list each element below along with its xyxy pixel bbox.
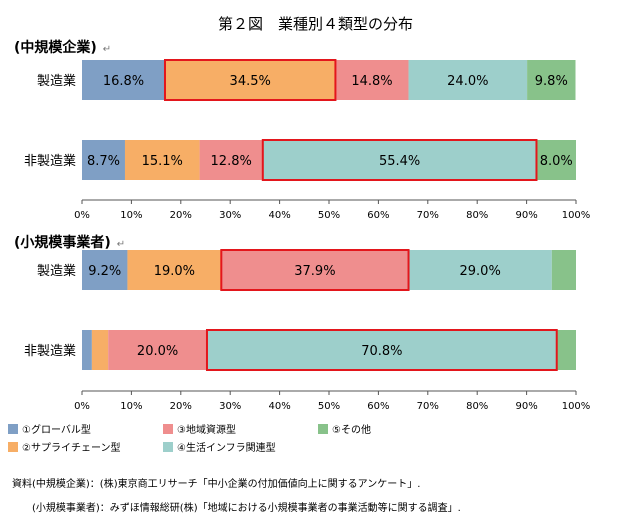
bar-segment xyxy=(527,60,576,100)
data-label: 19.0% xyxy=(154,264,195,279)
legend-swatch xyxy=(8,441,18,452)
legend-label: ④生活インフラ関連型 xyxy=(177,443,276,454)
legend-item-global: ①グローバル型 xyxy=(8,421,91,436)
legend-label: ②サプライチェーン型 xyxy=(22,443,121,454)
data-label: 14.8% xyxy=(351,74,392,89)
bar-segment xyxy=(408,60,528,100)
bar-segment xyxy=(108,330,207,370)
x-tick-label: 80% xyxy=(466,210,488,221)
x-tick-label: 20% xyxy=(170,210,192,221)
highlight-box xyxy=(163,59,337,101)
data-label: 8.7% xyxy=(87,154,120,169)
data-label: 55.4% xyxy=(379,154,420,169)
section-label-small: (小規模事業者) ↵ xyxy=(14,232,125,252)
data-label: 24.0% xyxy=(447,74,488,89)
bar-segment xyxy=(124,140,200,180)
legend-label: ③地域資源型 xyxy=(177,425,236,436)
source-note-small: (小規模事業者)：みずほ情報総研(株)「地域における小規模事業者の事業活動等に関… xyxy=(32,503,461,514)
legend-item-supply-chain: ②サプライチェーン型 xyxy=(8,439,120,454)
x-tick-label: 90% xyxy=(515,210,537,221)
bar-segment xyxy=(127,250,222,290)
x-tick-label: 0% xyxy=(74,401,90,412)
bar-segment xyxy=(91,330,109,370)
data-label: 8.0% xyxy=(540,154,573,169)
data-label: 29.0% xyxy=(460,264,501,279)
x-tick-label: 70% xyxy=(417,210,439,221)
data-label: 12.8% xyxy=(211,154,252,169)
data-label: 15.1% xyxy=(142,154,183,169)
x-tick-label: 50% xyxy=(318,210,340,221)
chart-title: 第２図 業種別４類型の分布 xyxy=(217,15,413,33)
bar-segment xyxy=(82,140,125,180)
bar-segment xyxy=(551,250,576,290)
section-label-medium: (中規模企業) ↵ xyxy=(14,37,111,57)
data-label: 9.8% xyxy=(535,74,568,89)
category-label: 非製造業 xyxy=(24,343,76,359)
data-label: 70.8% xyxy=(361,344,402,359)
x-tick-label: 40% xyxy=(268,210,290,221)
legend-swatch xyxy=(318,423,328,434)
legend-item-living-infra: ④生活インフラ関連型 xyxy=(163,439,276,454)
bar-segment xyxy=(335,60,409,100)
section-label-text: (中規模企業) xyxy=(14,40,97,56)
highlight-box xyxy=(220,249,410,291)
x-tick-label: 70% xyxy=(417,401,439,412)
x-tick-label: 60% xyxy=(367,210,389,221)
return-mark-icon: ↵ xyxy=(102,44,112,55)
x-tick-label: 100% xyxy=(562,210,591,221)
x-tick-label: 90% xyxy=(515,401,537,412)
bar-segment xyxy=(262,140,537,180)
data-label: 16.8% xyxy=(103,74,144,89)
category-label: 非製造業 xyxy=(24,153,76,169)
data-label: 34.5% xyxy=(230,74,271,89)
source-note-medium: 資料(中規模企業)：(株)東京商工リサーチ「中小企業の付加価値向上に関するアンケ… xyxy=(12,479,421,490)
stacked-bar-chart: 製造業 16.8% 34.5% 14.8% 24.0% 9.8% 非製造業 8.7% 15.1%… xyxy=(24,59,591,412)
x-tick-label: 10% xyxy=(120,210,142,221)
legend-swatch xyxy=(163,423,173,434)
x-tick-label: 0% xyxy=(74,210,90,221)
x-tick-label: 80% xyxy=(466,401,488,412)
data-label: 9.2% xyxy=(88,264,121,279)
bar-segment xyxy=(199,140,263,180)
bar-segment xyxy=(82,330,92,370)
bar-segment xyxy=(408,250,552,290)
bar-segment xyxy=(164,60,336,100)
section-label-text: (小規模事業者) xyxy=(14,235,111,251)
x-tick-label: 30% xyxy=(219,210,241,221)
bar-segment xyxy=(82,250,128,290)
bar-segment xyxy=(82,60,165,100)
return-mark-icon: ↵ xyxy=(116,239,126,250)
x-tick-label: 20% xyxy=(170,401,192,412)
legend-label: ①グローバル型 xyxy=(22,425,91,436)
category-label: 製造業 xyxy=(37,73,76,89)
legend-swatch xyxy=(8,423,18,434)
legend-label: ⑤その他 xyxy=(332,425,371,436)
x-tick-label: 50% xyxy=(318,401,340,412)
bar-segment xyxy=(206,330,557,370)
data-label: 20.0% xyxy=(137,344,178,359)
x-tick-label: 10% xyxy=(120,401,142,412)
x-tick-label: 60% xyxy=(367,401,389,412)
legend-item-regional-resource: ③地域資源型 xyxy=(163,421,236,436)
data-label: 37.9% xyxy=(294,264,335,279)
x-tick-label: 40% xyxy=(268,401,290,412)
legend-item-other: ⑤その他 xyxy=(318,421,371,436)
highlight-box xyxy=(261,139,538,181)
bar-segment xyxy=(536,140,576,180)
bar-segment xyxy=(221,250,409,290)
bar-segment xyxy=(556,330,576,370)
legend-swatch xyxy=(163,441,173,452)
category-label: 製造業 xyxy=(37,263,76,279)
x-tick-label: 100% xyxy=(562,401,591,412)
highlight-box xyxy=(205,329,558,371)
x-tick-label: 30% xyxy=(219,401,241,412)
